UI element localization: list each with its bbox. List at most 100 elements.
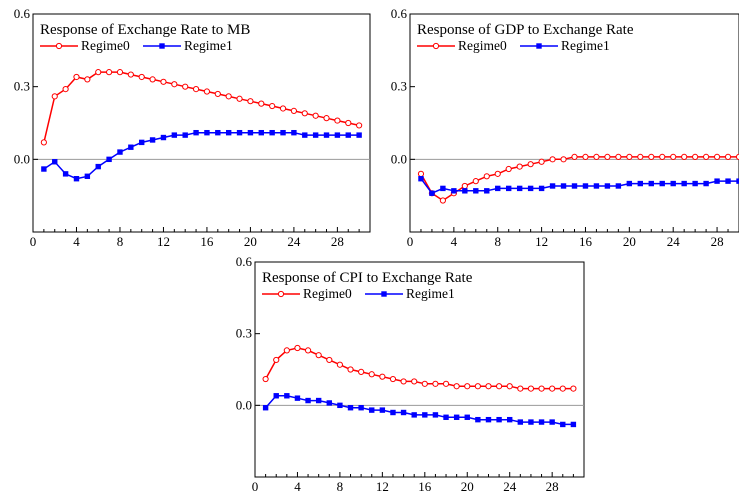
data-point-regime1 [95, 163, 101, 170]
x-tick-label: 16 [579, 234, 593, 249]
data-point-regime1 [473, 188, 479, 194]
data-point-regime0 [182, 83, 189, 90]
x-tick-label: 4 [451, 234, 458, 249]
data-point-regime1 [62, 171, 69, 177]
data-point-regime1 [443, 414, 449, 420]
series-line-regime1 [420, 178, 739, 195]
data-point-regime0 [538, 158, 545, 165]
data-point-regime1 [549, 419, 555, 425]
series-line-regime1 [43, 131, 360, 180]
data-point-regime1 [117, 149, 123, 155]
data-point-regime1 [347, 405, 354, 411]
legend-marker [159, 43, 165, 49]
data-point-regime1 [571, 183, 578, 189]
data-point-regime1 [337, 402, 343, 409]
data-point-regime1 [411, 412, 417, 418]
y-tick-label: 0.0 [391, 151, 407, 166]
data-point-regime0 [73, 73, 80, 81]
data-point-regime0 [323, 115, 330, 122]
data-point-regime0 [474, 383, 481, 390]
data-point-regime0 [236, 95, 243, 102]
data-point-regime0 [336, 361, 344, 368]
data-point-regime0 [225, 93, 232, 100]
data-point-regime0 [505, 165, 512, 173]
data-point-regime1 [73, 176, 80, 182]
data-point-regime0 [615, 153, 622, 161]
data-point-regime0 [549, 385, 556, 392]
x-tick-label: 8 [117, 234, 124, 249]
data-point-regime0 [681, 153, 688, 161]
data-point-regime0 [294, 344, 301, 352]
data-point-regime1 [549, 183, 556, 189]
x-tick-label: 0 [30, 234, 37, 249]
data-point-regime1 [462, 188, 468, 194]
data-point-regime0 [516, 163, 523, 170]
legend: Regime0 Regime1 [417, 38, 610, 53]
x-tick-label: 28 [331, 234, 344, 249]
data-point-regime0 [358, 368, 365, 375]
data-point-regime0 [345, 119, 352, 127]
data-point-regime0 [279, 105, 287, 112]
y-tick-label: 0.0 [236, 397, 252, 412]
data-point-regime0 [400, 378, 407, 385]
data-point-regime1 [516, 185, 523, 192]
legend-marker [432, 42, 440, 50]
data-point-regime1 [538, 185, 545, 192]
data-point-regime1 [670, 180, 676, 187]
data-point-regime1 [528, 419, 534, 425]
data-point-regime0 [724, 153, 732, 161]
data-point-regime1 [326, 400, 332, 406]
data-point-regime1 [215, 129, 221, 136]
data-point-regime1 [171, 132, 178, 138]
x-tick-label: 4 [294, 479, 301, 493]
series-layer [262, 344, 577, 428]
data-point-regime0 [203, 88, 211, 95]
data-point-regime0 [495, 383, 503, 390]
data-point-regime0 [304, 347, 312, 354]
plot-frame [32, 13, 371, 233]
data-point-regime0 [334, 117, 341, 124]
data-point-regime0 [312, 112, 319, 119]
x-tick-label: 24 [667, 234, 681, 249]
data-point-regime1 [294, 395, 301, 401]
y-tick-label: 0.3 [391, 79, 407, 94]
data-point-regime0 [368, 371, 375, 378]
y-tick-label: 0.6 [14, 6, 31, 21]
data-point-regime1 [464, 414, 470, 420]
data-point-regime1 [604, 183, 611, 189]
data-point-regime1 [440, 185, 446, 192]
data-point-regime0 [389, 375, 397, 383]
x-tick-label: 16 [418, 479, 432, 493]
legend-marker [536, 43, 542, 49]
data-point-regime0 [95, 69, 102, 76]
chart-title: Response of GDP to Exchange Rate [417, 22, 634, 38]
data-point-regime1 [305, 397, 311, 404]
x-tick-label: 8 [337, 479, 344, 493]
data-point-regime0 [417, 170, 425, 177]
data-point-regime1 [432, 412, 439, 418]
data-point-regime1 [648, 180, 654, 187]
data-point-regime0 [517, 385, 524, 392]
data-point-regime1 [280, 129, 286, 136]
data-point-regime1 [269, 129, 275, 136]
data-point-regime1 [429, 190, 435, 196]
data-point-regime1 [570, 421, 577, 428]
data-point-regime0 [637, 153, 644, 161]
data-point-regime1 [484, 188, 490, 194]
chart-title: Response of Exchange Rate to MB [40, 22, 250, 38]
data-point-regime0 [432, 380, 439, 387]
data-point-regime0 [485, 383, 492, 390]
data-point-regime0 [604, 153, 611, 161]
data-point-regime1 [615, 183, 622, 189]
data-point-regime1 [258, 129, 264, 136]
data-point-regime0 [116, 69, 124, 76]
data-point-regime1 [692, 180, 698, 187]
data-point-regime1 [182, 132, 188, 138]
data-point-regime1 [593, 183, 600, 189]
plot-frame [254, 261, 585, 478]
data-point-regime1 [334, 132, 341, 138]
data-point-regime1 [358, 405, 364, 411]
x-tick-label: 0 [252, 479, 259, 493]
data-point-regime0 [670, 153, 677, 161]
